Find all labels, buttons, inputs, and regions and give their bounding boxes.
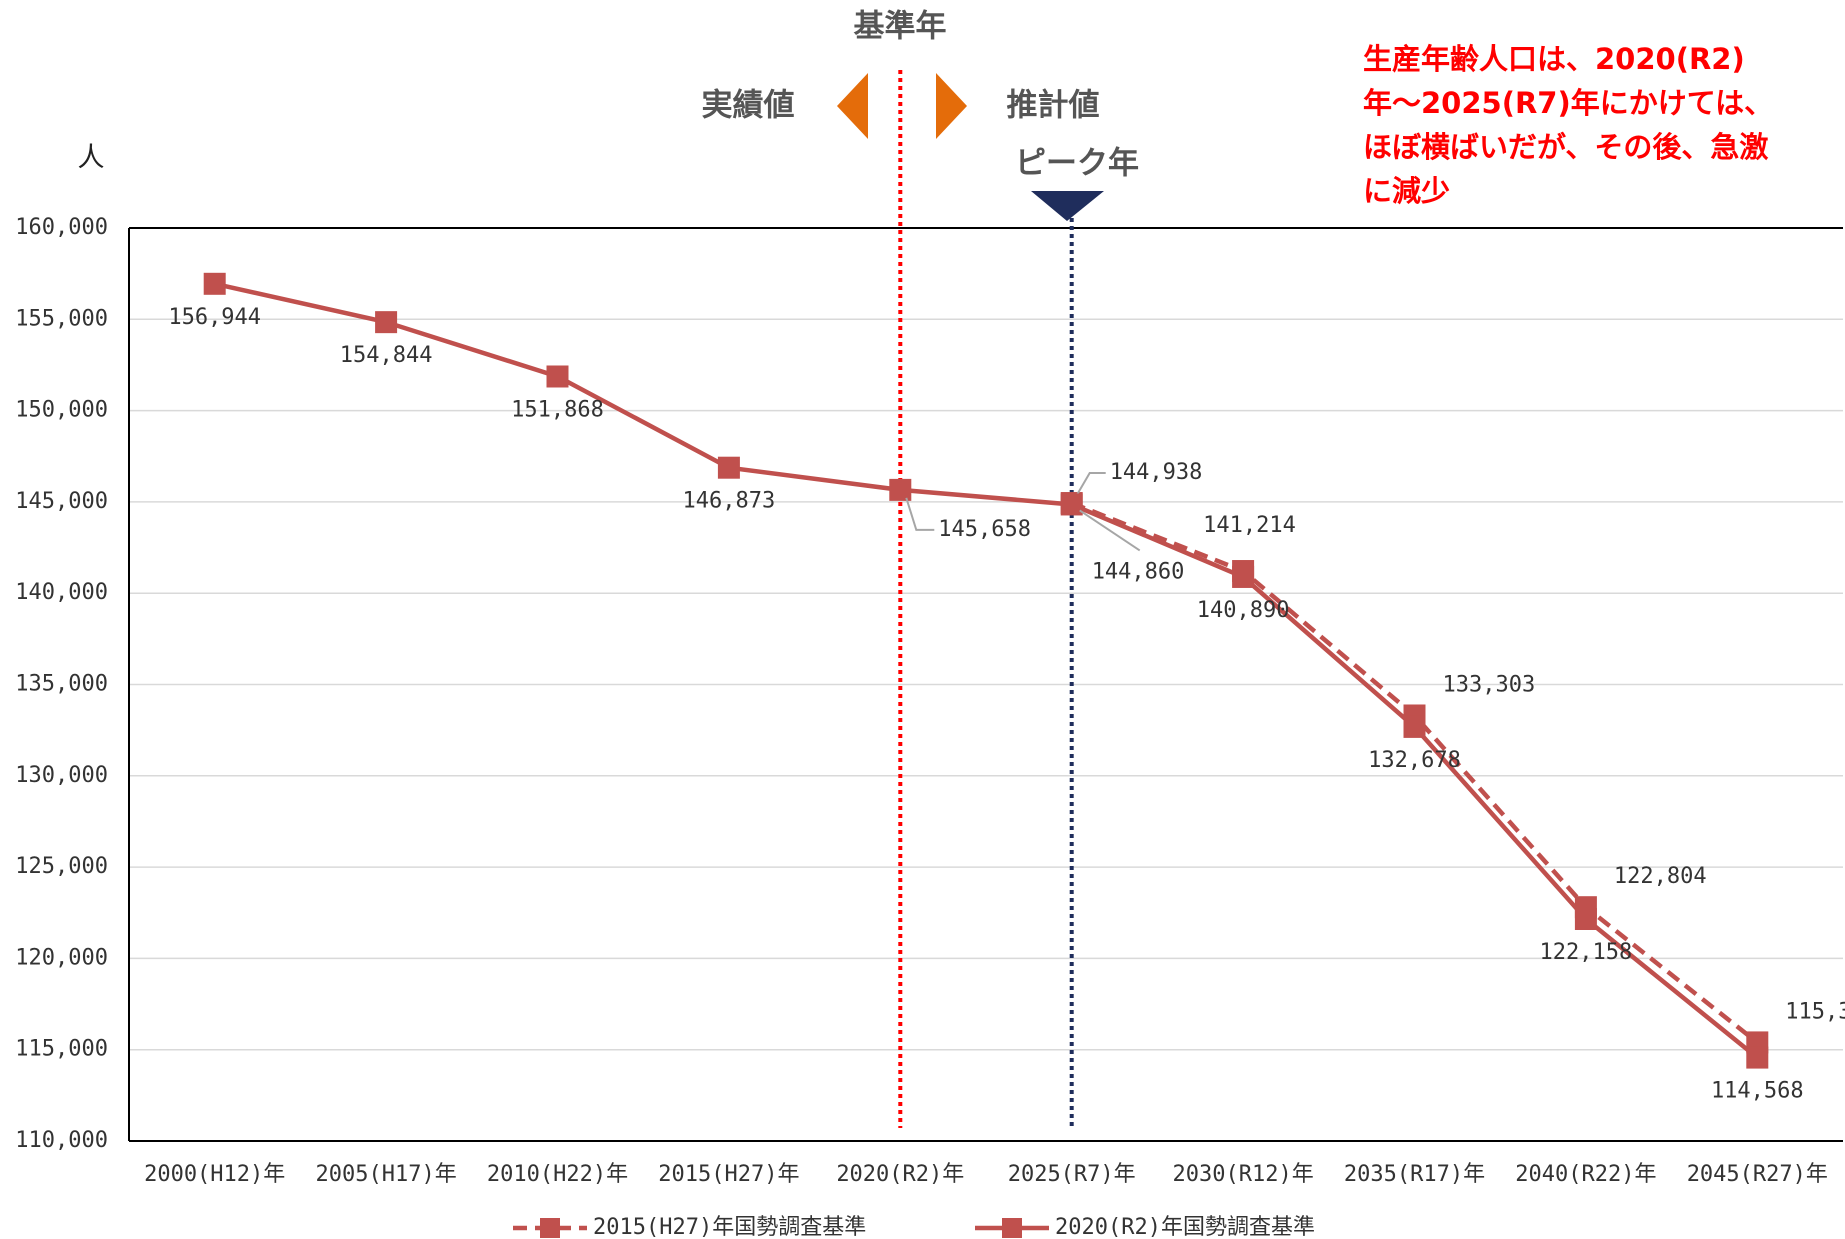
peak-marker [1031,191,1104,221]
x-tick-label: 2000(H12)年 [144,1162,285,1187]
x-tick-label: 2035(R17)年 [1344,1162,1485,1187]
note-line: に減少 [1363,174,1450,208]
y-tick-label: 115,000 [15,1037,108,1062]
marker [889,478,912,501]
data-label: 133,303 [1443,672,1536,697]
data-label: 141,214 [1203,513,1296,538]
y-tick-label: 140,000 [15,580,108,605]
y-tick-label: 145,000 [15,489,108,514]
y-tick-label: 160,000 [15,215,108,240]
x-tick-label: 2040(R22)年 [1515,1162,1656,1187]
data-label: 122,804 [1614,864,1707,889]
x-tick-label: 2030(R12)年 [1172,1162,1313,1187]
x-tick-label: 2005(H17)年 [315,1162,456,1187]
data-label: 144,938 [1110,460,1203,485]
legend-label: 2020(R2)年国勢調査基準 [1055,1215,1315,1239]
data-label: 154,844 [340,343,433,368]
note-line: ほぼ横ばいだが、その後、急激 [1363,130,1768,164]
y-tick-label: 120,000 [15,945,108,970]
data-label: 145,658 [938,517,1031,542]
legend-marker [1002,1218,1022,1238]
series-line [214,281,1759,1060]
marker [375,311,398,334]
x-tick-label: 2020(R2)年 [836,1162,964,1187]
data-label: 122,158 [1540,940,1633,965]
data-label: 132,678 [1368,748,1461,773]
marker [203,272,226,295]
peak-year-label: ピーク年 [1015,146,1139,182]
legend-marker [540,1218,560,1238]
marker [1746,1046,1769,1069]
y-unit: 人 [78,143,105,174]
data-label: 115,399 [1785,999,1845,1024]
leader-line [1079,509,1141,552]
data-label: 151,868 [511,397,604,422]
note-line: 年～2025(R7)年にかけては、 [1363,86,1773,120]
note-line: 生産年齢人口は、2020(R2) [1363,42,1745,76]
base-year-label: 基準年 [854,9,947,45]
x-tick-label: 2025(R7)年 [1008,1162,1136,1187]
marker [1574,907,1597,930]
y-tick-label: 125,000 [15,854,108,879]
left-arrow [837,73,868,139]
marker [1232,565,1255,588]
data-label: 144,860 [1092,559,1185,584]
marker [717,456,740,479]
right-arrow [936,73,967,139]
data-label: 146,873 [683,489,776,514]
x-tick-label: 2015(H27)年 [658,1162,799,1187]
legend-label: 2015(H27)年国勢調査基準 [593,1215,866,1239]
y-tick-label: 150,000 [15,398,108,423]
data-label: 114,568 [1711,1079,1804,1104]
actual-label: 実績値 [702,88,795,124]
marker [1060,493,1083,516]
marker [1403,715,1426,738]
data-label: 140,890 [1197,598,1290,623]
x-tick-label: 2010(H22)年 [487,1162,628,1187]
y-tick-label: 155,000 [15,306,108,331]
y-tick-label: 135,000 [15,672,108,697]
y-tick-label: 110,000 [15,1128,108,1153]
estimate-label: 推計値 [1007,88,1100,124]
y-tick-label: 130,000 [15,763,108,788]
leader-line [1074,472,1106,498]
leader-line [905,497,935,531]
data-label: 156,944 [168,305,261,330]
marker [546,365,569,388]
x-tick-label: 2045(R27)年 [1687,1162,1828,1187]
